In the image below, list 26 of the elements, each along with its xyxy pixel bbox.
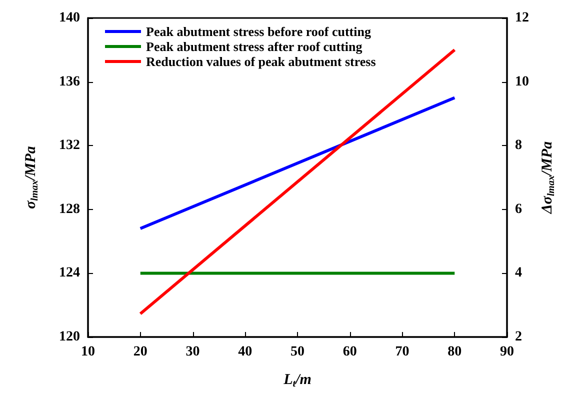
y-tick-label: 128	[59, 202, 80, 217]
legend-label: Peak abutment stress before roof cutting	[146, 24, 372, 39]
y-axis-title: σlmax/MPa	[23, 146, 40, 209]
x-tick-label: 70	[395, 344, 410, 360]
x-tick-label: 10	[81, 344, 95, 360]
y-tick-label: 120	[59, 330, 80, 344]
x-tick-label: 20	[133, 344, 148, 360]
y2-axis-title: Δσlmax/MPa	[539, 140, 557, 215]
x-tick-label: 50	[290, 344, 304, 360]
x-tick-label: 60	[342, 344, 357, 360]
x-tick-label: 80	[448, 344, 462, 360]
y-tick-label: 140	[59, 10, 80, 26]
legend-label: Reduction values of peak abutment stress	[146, 54, 376, 69]
x-tick-label: 30	[186, 344, 200, 360]
legend-label: Peak abutment stress after roof cutting	[146, 39, 363, 54]
y-tick-label: 124	[59, 266, 80, 281]
y2-tick-label: 4	[515, 266, 522, 281]
y2-tick-label: 2	[515, 330, 522, 344]
y2-tick-label: 10	[515, 74, 529, 90]
y2-tick-label: 6	[515, 202, 522, 217]
y-tick-label: 132	[59, 138, 80, 154]
x-tick-label: 90	[500, 344, 514, 360]
y-tick-label: 136	[59, 74, 80, 90]
y2-tick-label: 8	[515, 138, 522, 154]
y2-tick-label: 12	[515, 10, 529, 26]
x-tick-label: 40	[238, 344, 252, 360]
